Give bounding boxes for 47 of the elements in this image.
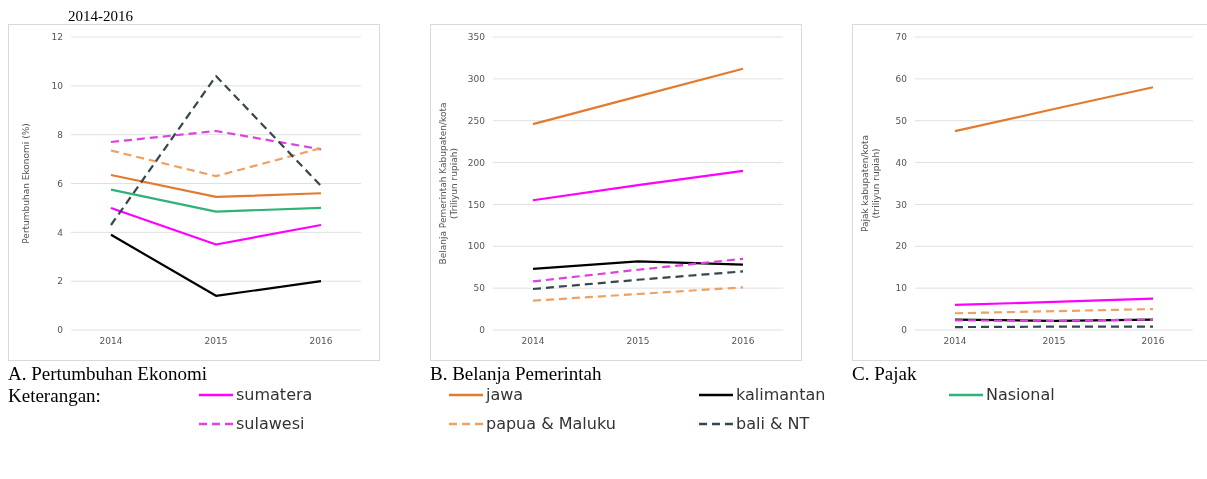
y-tick-label: 350 [467, 32, 486, 43]
y-tick-label: 50 [895, 115, 908, 126]
y-tick-label: 150 [467, 199, 486, 210]
text: A. Pertumbuhan Ekonomi [8, 363, 208, 385]
y-tick-label: 10 [51, 81, 64, 92]
y-tick-label: 70 [895, 32, 908, 43]
legend-label: sumatera [236, 385, 313, 404]
y-tick-label: 60 [895, 74, 908, 85]
x-tick-label: 2016 [731, 336, 755, 347]
legend-label: Nasional [986, 385, 1055, 404]
y-tick-label: 30 [895, 199, 908, 210]
x-tick-label: 2015 [626, 336, 650, 347]
y-tick-label: 8 [57, 129, 64, 140]
x-tick-label: 2015 [1042, 336, 1066, 347]
text: B. Belanja Pemerintah [430, 363, 603, 385]
legend-label: bali & NT [736, 414, 810, 433]
x-tick-label: 2015 [204, 336, 228, 347]
legend-title: Keterangan: [8, 385, 102, 408]
y-tick-label: 100 [467, 241, 486, 252]
y-tick-label: 40 [895, 157, 908, 168]
y-tick-label: 10 [895, 283, 908, 294]
legend-label: kalimantan [736, 385, 826, 404]
y-axis-title: Pajak kabupaten/kota (triliyun rupiah) [859, 134, 881, 233]
y-tick-label: 0 [479, 325, 486, 336]
y-tick-label: 0 [57, 325, 64, 336]
y-tick-label: 4 [57, 227, 64, 238]
y-tick-label: 6 [57, 178, 64, 189]
y-tick-label: 300 [467, 74, 486, 85]
y-tick-label: 200 [467, 157, 486, 168]
y-tick-label: 2 [57, 276, 63, 287]
y-tick-label: 20 [895, 241, 908, 252]
y-axis-title: Pertumbuhan Ekonomi (%) [21, 123, 31, 244]
y-tick-label: 50 [473, 283, 486, 294]
legend-label: sulawesi [236, 414, 305, 433]
x-tick-label: 2014 [521, 336, 545, 347]
x-tick-label: 2016 [1141, 336, 1165, 347]
legend-label: jawa [486, 385, 524, 404]
y-tick-label: 250 [467, 115, 486, 126]
legend-label: papua & Maluku [486, 414, 616, 433]
x-tick-label: 2016 [309, 336, 333, 347]
text: C. Pajak [852, 363, 918, 385]
text: 2014-2016 [68, 8, 133, 24]
x-tick-label: 2014 [943, 336, 967, 347]
y-tick-label: 12 [51, 32, 63, 43]
x-tick-label: 2014 [99, 336, 123, 347]
y-axis-title: Belanja Pemerintah Kabupaten/kota (Triliyun rupiah) [437, 102, 459, 265]
y-tick-label: 0 [901, 325, 908, 336]
